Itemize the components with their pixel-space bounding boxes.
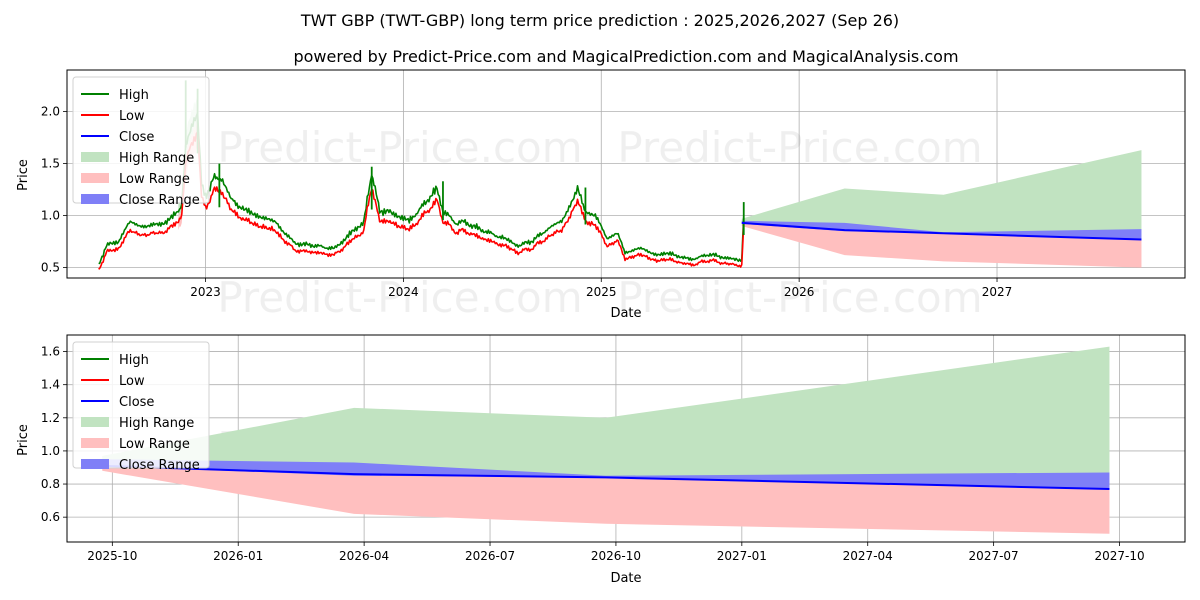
top-high-range [741,150,1142,240]
top-legend-label: Low [119,109,145,124]
watermark: Predict-Price.com [617,273,982,322]
top-x-axis-label: Date [610,306,641,321]
top-legend-label: Low Range [119,172,190,187]
bottom-legend-label: High Range [119,416,194,431]
bottom-y-tick-label: 1.6 [41,345,60,359]
top-legend-swatch-close-range [81,194,109,204]
bottom-legend-label: Low [119,374,145,389]
bottom-axes-frame [66,334,1186,543]
bottom-x-tick-label: 2026-10 [591,549,641,563]
bottom-high-range [102,346,1110,490]
top-axes-frame [66,69,1186,279]
bottom-y-tick-label: 0.6 [41,510,60,524]
top-legend-box [72,76,210,204]
bottom-legend-swatch-low-range [81,438,109,448]
top-legend-label: Close Range [119,193,200,208]
bottom-x-tick-label: 2027-07 [969,549,1019,563]
bottom-series [102,346,1110,534]
top-legend: High Low Close High Range Low Range Close Ran… [72,76,210,208]
top-x-tick-label: 2027 [982,285,1013,299]
bottom-y-tick-label: 1.4 [41,378,60,392]
top-panel: Predict-Price.com Predict-Price.com Pred… [16,69,1186,322]
bottom-legend: High Low Close High Range Low Range Close Ran… [72,341,210,473]
watermark: Predict-Price.com [217,123,582,172]
bottom-legend-label: Low Range [119,437,190,452]
top-y-tick-label: 2.0 [41,105,60,119]
bottom-y-tick-label: 1.0 [41,444,60,458]
bottom-legend-label: High [119,353,149,368]
bottom-legend-label: Close [119,395,154,410]
top-legend-swatch-high-range [81,152,109,162]
top-close-line [741,221,1142,241]
bottom-y-tick-label: 0.8 [41,477,60,491]
bottom-x-tick-label: 2027-04 [843,549,893,563]
bottom-x-tick-label: 2025-10 [87,549,137,563]
bottom-panel: Predict-Price.com Predict-Price.com 2025… [16,334,1186,586]
bottom-y-axis-label: Price [16,424,31,456]
watermark: Predict-Price.com [617,123,982,172]
bottom-legend-box [72,341,210,469]
top-x-tick-label: 2024 [388,285,419,299]
bottom-x-tick-label: 2027-10 [1094,549,1144,563]
bottom-y-tick-label: 1.2 [41,411,60,425]
bottom-low-range [102,465,1110,534]
bottom-legend-label: Close Range [119,458,200,473]
bottom-ticks: 2025-10 2026-01 2026-04 2026-07 2026-10 2027-… [41,345,1145,563]
top-y-tick-label: 1.5 [41,157,60,171]
bottom-x-tick-label: 2027-01 [717,549,767,563]
bottom-x-axis-label: Date [610,571,641,586]
top-legend-label: Close [119,130,154,145]
top-low-range [741,222,1142,268]
bottom-x-tick-label: 2026-04 [339,549,389,563]
bottom-close-range [102,459,1110,490]
watermark: Predict-Price.com [217,273,582,322]
top-legend-label: High [119,88,149,103]
top-close-range [741,220,1142,240]
top-x-tick-label: 2023 [190,285,221,299]
top-x-tick-label: 2026 [784,285,815,299]
top-y-axis-label: Price [16,159,31,191]
top-ticks: 2023 2024 2025 2026 2027 0.5 1.0 1.5 2.0 [41,105,1012,299]
bottom-legend-swatch-high-range [81,417,109,427]
top-y-tick-label: 1.0 [41,209,60,223]
chart-subtitle: powered by Predict-Price.com and Magical… [293,47,958,66]
top-y-tick-label: 0.5 [41,261,60,275]
top-legend-swatch-low-range [81,173,109,183]
top-legend-label: High Range [119,151,194,166]
bottom-x-tick-label: 2026-01 [213,549,263,563]
chart-title: TWT GBP (TWT-GBP) long term price predic… [300,11,899,30]
bottom-legend-swatch-close-range [81,459,109,469]
top-x-tick-label: 2025 [586,285,617,299]
bottom-x-tick-label: 2026-07 [465,549,515,563]
bottom-close-line [102,464,1110,491]
top-low-line [98,131,745,270]
